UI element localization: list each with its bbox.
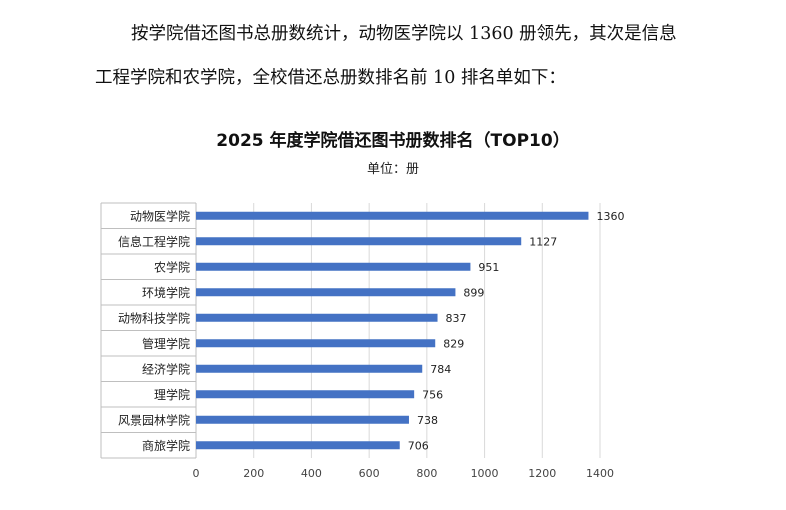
bar-10 [196,441,400,450]
bar-9 [196,415,409,424]
x-tick-label: 800 [416,467,437,480]
category-label: 经济学院 [142,361,190,376]
data-label: 756 [422,388,443,401]
category-label: 动物科技学院 [118,310,190,325]
category-label: 理学院 [154,387,190,402]
data-label: 899 [463,286,484,299]
x-tick-label: 1200 [528,467,556,480]
data-label: 784 [430,363,451,376]
paragraph-line-2: 工程学院和农学院，全校借还总册数排名前 10 排名单如下： [95,68,566,88]
category-label: 风景园林学院 [118,412,190,427]
category-label: 环境学院 [142,285,190,300]
x-tick-label: 600 [359,467,380,480]
bar-1 [196,211,589,220]
x-tick-label: 1400 [586,467,614,480]
bar-7 [196,364,423,373]
category-label: 商旅学院 [142,438,190,453]
x-tick-label: 200 [243,467,264,480]
category-label: 信息工程学院 [118,234,190,249]
bar-6 [196,339,436,348]
bar-5 [196,313,438,322]
x-tick-label: 400 [301,467,322,480]
data-label: 1360 [596,210,624,223]
x-tick-label: 1000 [471,467,499,480]
paragraph-line-1: 按学院借还图书总册数统计，动物医学院以 1360 册领先，其次是信息 [131,24,677,44]
data-label: 706 [408,439,429,452]
data-label: 829 [443,337,464,350]
category-label: 管理学院 [142,336,190,351]
bar-2 [196,237,522,246]
bar-4 [196,288,456,297]
data-label: 1127 [529,235,557,248]
category-label: 动物医学院 [130,208,190,223]
data-label: 837 [446,312,467,325]
x-tick-label: 0 [193,467,200,480]
data-label: 738 [417,414,438,427]
data-label: 951 [478,261,499,274]
category-label: 农学院 [154,259,190,274]
chart-title: 2025 年度学院借还图书册数排名（TOP10） [216,131,570,151]
bar-8 [196,390,415,399]
chart-subtitle: 单位：册 [366,162,419,177]
bar-3 [196,262,471,271]
